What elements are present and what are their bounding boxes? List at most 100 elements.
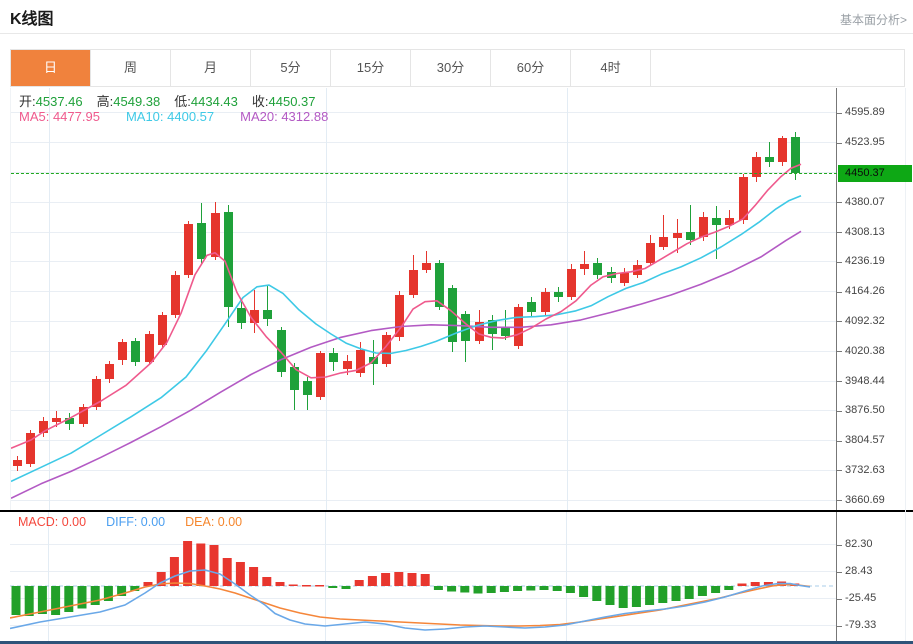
macd-v-gridline xyxy=(566,512,567,642)
price-axis-label: 4020.38 xyxy=(845,344,885,357)
macd-bar xyxy=(724,586,734,590)
price-axis-label: 4523.95 xyxy=(845,136,885,149)
tab-period-3[interactable]: 5分 xyxy=(251,50,331,86)
tab-period-5[interactable]: 30分 xyxy=(411,50,491,86)
tab-period-6[interactable]: 60分 xyxy=(491,50,571,86)
candle-body xyxy=(210,212,220,257)
candle-body xyxy=(685,231,695,240)
axis-tick-mark xyxy=(837,351,842,353)
tab-period-2[interactable]: 月 xyxy=(171,50,251,86)
macd-bar xyxy=(605,586,615,605)
macd-v-gridline xyxy=(48,512,49,642)
axis-tick-mark xyxy=(837,500,842,502)
macd-bar xyxy=(697,586,707,596)
ohlc-value: 4549.38 xyxy=(113,94,161,109)
macd-v-gridline xyxy=(325,512,326,642)
candle-body xyxy=(659,236,669,247)
candle-body xyxy=(421,263,431,271)
candle-body xyxy=(170,274,180,315)
macd-bar xyxy=(354,580,364,586)
candle-wick xyxy=(504,309,506,340)
axis-tick-mark xyxy=(837,112,842,114)
h-gridline xyxy=(11,172,837,173)
macd-bar xyxy=(275,582,285,586)
macd-bar xyxy=(328,586,338,588)
macd-bar xyxy=(288,584,298,586)
price-axis-label: 4308.13 xyxy=(845,225,885,238)
candle-body xyxy=(566,269,576,298)
candle-body xyxy=(289,367,299,390)
price-axis-label: 3948.44 xyxy=(845,374,885,387)
macd-chart[interactable]: MACD: 0.00 DIFF: 0.00 DEA: 0.00 xyxy=(10,512,836,642)
candle-body xyxy=(500,327,510,336)
candle-body xyxy=(791,137,801,174)
macd-bar xyxy=(473,586,483,594)
axis-tick-mark xyxy=(837,142,842,144)
h-gridline xyxy=(11,142,837,144)
ma-item-2: MA20: 4312.88 xyxy=(240,109,329,124)
ohlc-value: 4434.43 xyxy=(190,94,238,109)
ohlc-value: 4450.37 xyxy=(268,94,316,109)
candle-body xyxy=(329,352,339,363)
h-gridline xyxy=(11,499,837,501)
ohlc-item-3: 收:4450.37 xyxy=(252,91,316,110)
macd-bar xyxy=(420,574,430,586)
candle-wick xyxy=(663,215,665,251)
macd-bar xyxy=(592,586,602,601)
chart-lines-layer xyxy=(11,163,802,500)
macd-bar xyxy=(645,586,655,605)
axis-tick-mark xyxy=(837,381,842,382)
macd-axis-label: -25.45 xyxy=(845,592,877,605)
candle-body xyxy=(778,138,788,163)
macd-axis-label: 82.30 xyxy=(845,538,873,551)
candle-body xyxy=(725,218,735,225)
macd-bar xyxy=(183,541,193,586)
candle-body xyxy=(144,333,154,363)
candlestick-chart[interactable]: 开:4537.46 高:4549.38 低:4434.43 收:4450.37 MA5… xyxy=(10,88,837,512)
macd-axis-tick-mark xyxy=(837,625,842,627)
h-gridline xyxy=(11,350,837,352)
h-gridline xyxy=(11,320,837,322)
macd-bar xyxy=(103,586,113,601)
candle-body xyxy=(474,322,484,341)
candle-body xyxy=(434,263,444,307)
tab-period-7[interactable]: 4时 xyxy=(571,50,651,86)
axis-tick-mark xyxy=(837,440,842,442)
macd-bar xyxy=(737,583,747,586)
current-price-line xyxy=(11,172,837,174)
candle-body xyxy=(302,381,312,395)
macd-readout: MACD: 0.00 DIFF: 0.00 DEA: 0.00 xyxy=(18,515,262,529)
fundamental-analysis-link[interactable]: 基本面分析> xyxy=(839,13,907,27)
candle-body xyxy=(355,350,365,374)
macd-bar xyxy=(262,577,272,586)
macd-bar xyxy=(37,586,47,614)
macd-bar xyxy=(552,586,562,591)
ohlc-item-0: 开:4537.46 xyxy=(19,91,83,110)
candle-body xyxy=(131,341,141,363)
candles-layer xyxy=(11,88,837,512)
h-gridline xyxy=(11,261,837,263)
ohlc-label: 低: xyxy=(174,94,191,109)
macd-bar xyxy=(618,586,628,608)
macd-bar xyxy=(750,582,760,586)
axis-tick-mark xyxy=(837,470,842,472)
v-gridline xyxy=(567,88,568,512)
tab-period-0[interactable]: 日 xyxy=(11,50,91,86)
macd-axis: 82.30 28.43 -25.45 -79.33 xyxy=(836,512,913,642)
widget-right-border xyxy=(905,88,906,641)
axis-tick-mark xyxy=(837,202,842,204)
candle-body xyxy=(461,314,471,341)
chart-lines-layer xyxy=(10,541,836,631)
ma-item-0: MA5: 4477.95 xyxy=(19,109,100,124)
candle-body xyxy=(672,232,682,239)
h-gridline xyxy=(11,469,837,471)
macd-bar xyxy=(367,576,377,586)
candle-body xyxy=(382,334,392,364)
period-tabbar: 日周月 5分 15分 30分 60分 4时 xyxy=(10,49,905,87)
candle-body xyxy=(52,418,62,423)
tab-period-4[interactable]: 15分 xyxy=(331,50,411,86)
tab-period-1[interactable]: 周 xyxy=(91,50,171,86)
macd-h-gridline xyxy=(10,598,836,600)
candle-body xyxy=(738,177,748,221)
